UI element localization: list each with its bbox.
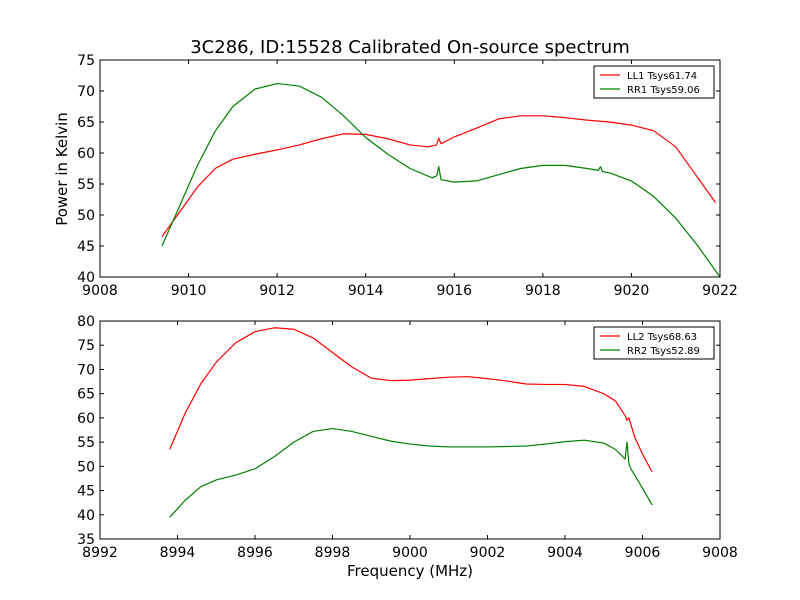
series-line-1-2 [161, 82, 720, 277]
y-tick-label: 55 [77, 177, 95, 193]
x-tick-label: 9008 [82, 283, 118, 299]
x-tick-label: 9010 [171, 283, 207, 299]
legend: LL1 Tsys61.74 RR1 Tsys59.06 [593, 65, 715, 99]
y-tick-label: 45 [77, 484, 95, 500]
y-tick-label: 40 [77, 270, 95, 286]
top-panel: 9008 9010 9012 9014 9016 9018 9020 9022 40 45 50 55… [77, 53, 738, 299]
y-tick-label: 35 [77, 532, 95, 548]
series-line-2-1 [169, 327, 653, 473]
y-tick-label: 60 [77, 146, 95, 162]
x-tick-label: 9016 [436, 283, 472, 299]
y-tick-label: 65 [77, 115, 95, 131]
legend-label: LL2 Tsys68.63 [627, 332, 697, 343]
series-line-2-2 [169, 427, 653, 518]
x-tick-label: 9008 [702, 545, 738, 561]
legend: LL2 Tsys68.63 RR2 Tsys52.89 [593, 326, 715, 360]
y-tick-label: 50 [77, 208, 95, 224]
x-tick-label: 9018 [525, 283, 561, 299]
x-tick-label: 8994 [160, 545, 196, 561]
y-tick-label: 70 [77, 362, 95, 378]
x-tick-label: 9002 [470, 545, 506, 561]
y-tick-label: 75 [77, 53, 95, 69]
x-tick-label: 8998 [315, 545, 351, 561]
legend-label: LL1 Tsys61.74 [627, 71, 697, 82]
x-axis-label: Frequency (MHz) [347, 562, 473, 580]
legend-label: RR1 Tsys59.06 [627, 85, 700, 96]
x-tick-label: 9000 [392, 545, 428, 561]
x-tick-label: 9022 [702, 283, 738, 299]
y-tick-label: 75 [77, 338, 95, 354]
y-tick-label: 60 [77, 411, 95, 427]
y-tick-label: 80 [77, 314, 95, 330]
x-tick-label: 9004 [547, 545, 583, 561]
y-axis-label: Power in Kelvin [53, 112, 71, 226]
y-tick-label: 70 [77, 84, 95, 100]
x-tick-label: 9014 [348, 283, 384, 299]
y-tick-label: 45 [77, 239, 95, 255]
x-tick-label: 8992 [82, 545, 118, 561]
legend-box [593, 65, 715, 99]
y-tick-label: 65 [77, 387, 95, 403]
legend-box [593, 326, 715, 360]
figure-title: 3C286, ID:15528 Calibrated On-source spe… [190, 37, 630, 58]
legend-label: RR2 Tsys52.89 [627, 346, 700, 357]
axes-frame [99, 59, 721, 278]
x-tick-label: 9020 [614, 283, 650, 299]
series-line-1-1 [161, 115, 717, 238]
y-tick-label: 40 [77, 508, 95, 524]
x-tick-label: 8996 [237, 545, 273, 561]
y-tick-label: 55 [77, 435, 95, 451]
x-tick-label: 9012 [259, 283, 295, 299]
y-tick-label: 50 [77, 459, 95, 475]
x-tick-label: 9006 [625, 545, 661, 561]
bottom-panel: 8992 8994 8996 8998 9000 9002 9004 9006 9008 35 40… [77, 314, 738, 561]
